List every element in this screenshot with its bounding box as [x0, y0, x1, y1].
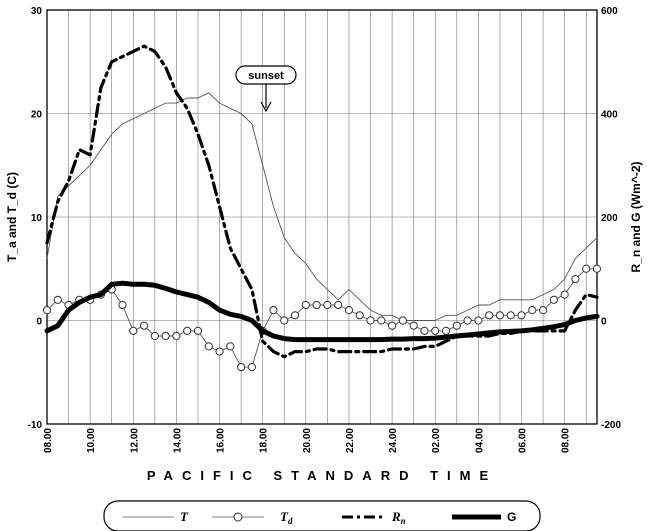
- x-tick-label: 20.00: [302, 428, 313, 453]
- td-point: [560, 290, 569, 299]
- tick-labels: -10 0 10 20 30 -200 0 200 400 600 08.00 10.00 12.00 1…: [28, 6, 622, 453]
- x-tick-label: 22.00: [345, 428, 356, 453]
- legend-box: [103, 500, 541, 531]
- td-point: [366, 316, 375, 325]
- td-point: [334, 300, 343, 310]
- y-right-tick-label: 200: [601, 213, 618, 224]
- td-point: [290, 311, 300, 320]
- plot-frame: [46, 9, 598, 425]
- legend-label-t: T: [180, 509, 189, 524]
- x-tick-label: 12.00: [129, 428, 140, 453]
- sunset-annotation: sunset: [235, 65, 297, 113]
- td-point: [172, 331, 181, 341]
- td-point: [53, 295, 62, 304]
- series-layer: [42, 44, 602, 372]
- td-point: [420, 326, 429, 335]
- y-left-tick-label: 20: [31, 110, 43, 121]
- x-tick-label: 06.00: [518, 428, 529, 453]
- x-tick-label: 18.00: [259, 428, 270, 453]
- td-point: [441, 326, 451, 335]
- td-point: [485, 311, 494, 320]
- y-left-tick-label: 10: [31, 213, 43, 224]
- td-point: [571, 275, 580, 284]
- td-point: [280, 316, 289, 325]
- td-point: [269, 306, 278, 315]
- td-point: [549, 295, 558, 304]
- td-point: [204, 342, 213, 351]
- legend-label-rn: Rn: [391, 509, 406, 526]
- y-left-tick-label: -10: [28, 420, 43, 431]
- y-right-tick-label: 600: [601, 6, 618, 17]
- td-point: [301, 300, 310, 310]
- x-tick-label: 14.00: [172, 428, 183, 453]
- td-point: [118, 300, 127, 310]
- right-axis-title: R_n and G (Wm^-2): [629, 161, 643, 272]
- td-point: [193, 326, 203, 335]
- td-point: [312, 300, 321, 310]
- left-axis-title: T_a and T_d (C): [5, 172, 19, 262]
- td-point: [183, 326, 192, 335]
- td-point: [431, 326, 440, 335]
- td-point: [323, 300, 332, 310]
- x-tick-label: 24.00: [388, 428, 399, 453]
- td-point: [215, 347, 224, 356]
- td-point: [538, 306, 548, 315]
- sunset-arrow-head: [260, 101, 272, 113]
- y-right-tick-label: 400: [601, 110, 618, 121]
- legend-label-td: Td: [280, 509, 293, 526]
- td-point: [452, 321, 461, 330]
- td-point: [474, 316, 483, 325]
- y-right-tick-label: 0: [601, 317, 607, 328]
- td-point: [150, 331, 159, 341]
- td-point: [237, 362, 246, 372]
- td-point: [517, 311, 526, 320]
- td-point: [344, 306, 354, 315]
- series-line-rn: [45, 44, 599, 359]
- td-point: [592, 264, 602, 273]
- x-axis-title: PACIFIC STANDARD TIME: [147, 468, 497, 483]
- x-tick-label: 08.00: [43, 428, 54, 453]
- td-point: [355, 311, 364, 320]
- x-tick-label: 10.00: [86, 428, 97, 453]
- x-tick-label: 08.00: [561, 428, 572, 453]
- series-line-g: [44, 280, 600, 343]
- td-point: [129, 326, 138, 335]
- td-point: [398, 316, 407, 325]
- td-point: [582, 264, 591, 273]
- td-point: [387, 321, 397, 330]
- series-line-t: [46, 92, 598, 321]
- td-point: [528, 306, 537, 315]
- td-point: [463, 316, 472, 325]
- legend-swatch-td-marker: [233, 512, 243, 522]
- y-right-tick-label: -200: [601, 420, 621, 431]
- td-point: [377, 316, 386, 325]
- td-point: [226, 342, 235, 351]
- td-point: [409, 321, 418, 330]
- x-tick-label: 02.00: [431, 428, 442, 453]
- series-line-td: [46, 268, 598, 368]
- y-left-tick-label: 30: [31, 6, 43, 17]
- legend-label-g: G: [507, 510, 516, 524]
- sunset-label: sunset: [248, 70, 284, 82]
- td-point: [42, 306, 52, 315]
- td-point: [161, 331, 170, 341]
- td-point: [495, 311, 505, 320]
- grid-lines: [47, 9, 597, 425]
- y-left-tick-label: 0: [36, 317, 42, 328]
- td-point: [247, 362, 257, 372]
- legend: T Td Rn G: [103, 500, 541, 531]
- td-point: [139, 321, 149, 330]
- td-point: [506, 311, 515, 320]
- x-tick-label: 04.00: [474, 428, 485, 453]
- x-tick-label: 16.00: [216, 428, 227, 453]
